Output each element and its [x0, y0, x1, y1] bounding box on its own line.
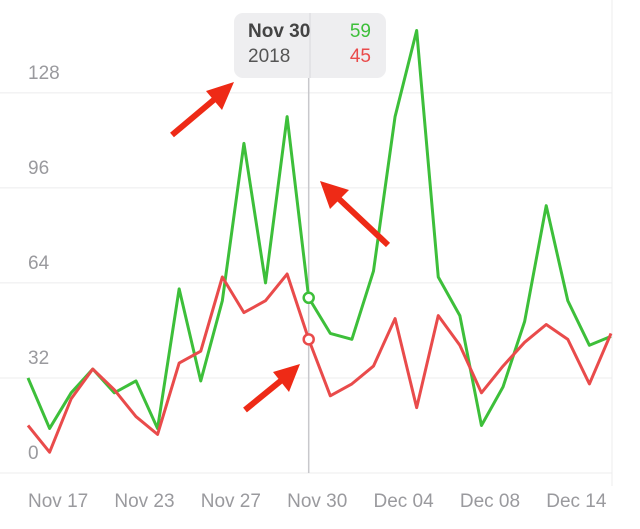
tooltip-value: 45: [350, 46, 371, 67]
x-tick-label: Dec 04: [373, 491, 434, 512]
arrow: [334, 194, 391, 248]
arrow: [243, 376, 285, 413]
tooltip-date: Nov 30: [248, 21, 310, 42]
y-tick-label: 64: [28, 253, 50, 274]
y-tick-label: 32: [28, 348, 49, 369]
x-tick-label: Nov 17: [28, 491, 88, 512]
tooltip: Nov 30 2018 59 45: [234, 13, 386, 78]
highlight-point: [302, 333, 315, 346]
arrow: [170, 95, 218, 138]
annotation-arrows: [170, 82, 391, 413]
arrow-head: [320, 181, 349, 209]
arrow-head: [206, 82, 234, 110]
y-tick-label: 96: [28, 158, 49, 179]
arrow-head: [273, 364, 300, 392]
tooltip-value: 59: [350, 21, 371, 42]
x-tick-label: Nov 27: [201, 491, 261, 512]
lines: [26, 13, 613, 473]
x-tick-label: Dec 14: [546, 491, 607, 512]
series-line: [26, 272, 613, 454]
highlight-point: [302, 291, 315, 305]
y-tick-label: 128: [28, 63, 60, 84]
x-tick-label: Nov 30: [287, 491, 347, 512]
tooltip-year: 2018: [248, 46, 290, 67]
x-tick-label: Nov 23: [114, 491, 174, 512]
y-tick-label: 0: [28, 443, 39, 464]
grid: 0 32 64 96 128 Nov 17 Nov 23 Nov 27 Nov 30 Dec 04…: [0, 0, 613, 512]
x-tick-label: Dec 08: [460, 491, 520, 512]
